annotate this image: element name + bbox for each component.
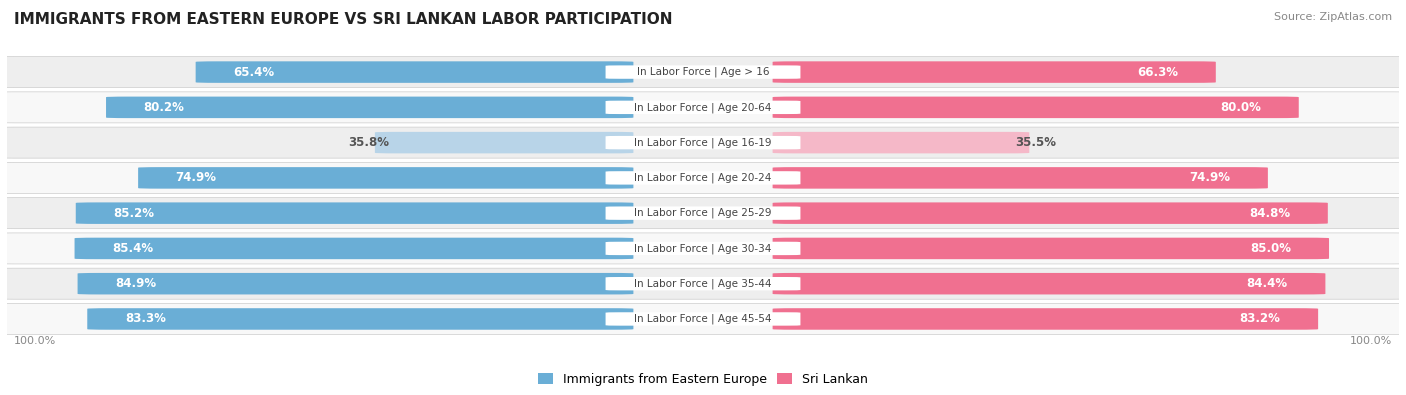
FancyBboxPatch shape bbox=[606, 136, 800, 149]
Text: 85.0%: 85.0% bbox=[1250, 242, 1292, 255]
Text: In Labor Force | Age 20-64: In Labor Force | Age 20-64 bbox=[634, 102, 772, 113]
Text: 84.4%: 84.4% bbox=[1247, 277, 1288, 290]
Text: In Labor Force | Age > 16: In Labor Force | Age > 16 bbox=[637, 67, 769, 77]
Text: 100.0%: 100.0% bbox=[1350, 336, 1392, 346]
FancyBboxPatch shape bbox=[606, 242, 800, 255]
FancyBboxPatch shape bbox=[606, 207, 800, 220]
FancyBboxPatch shape bbox=[105, 97, 633, 118]
Text: 80.2%: 80.2% bbox=[143, 101, 184, 114]
FancyBboxPatch shape bbox=[772, 202, 1327, 224]
Legend: Immigrants from Eastern Europe, Sri Lankan: Immigrants from Eastern Europe, Sri Lank… bbox=[533, 368, 873, 391]
FancyBboxPatch shape bbox=[606, 66, 800, 79]
FancyBboxPatch shape bbox=[77, 273, 633, 294]
FancyBboxPatch shape bbox=[772, 238, 1329, 259]
FancyBboxPatch shape bbox=[195, 61, 633, 83]
FancyBboxPatch shape bbox=[75, 238, 633, 259]
Text: 35.8%: 35.8% bbox=[347, 136, 389, 149]
Text: 80.0%: 80.0% bbox=[1220, 101, 1261, 114]
Text: In Labor Force | Age 16-19: In Labor Force | Age 16-19 bbox=[634, 137, 772, 148]
Text: 84.8%: 84.8% bbox=[1249, 207, 1291, 220]
Text: 74.9%: 74.9% bbox=[176, 171, 217, 184]
Text: Source: ZipAtlas.com: Source: ZipAtlas.com bbox=[1274, 12, 1392, 22]
FancyBboxPatch shape bbox=[0, 268, 1406, 299]
Text: 83.3%: 83.3% bbox=[125, 312, 166, 325]
FancyBboxPatch shape bbox=[772, 273, 1326, 294]
FancyBboxPatch shape bbox=[606, 312, 800, 325]
FancyBboxPatch shape bbox=[375, 132, 633, 153]
Text: 84.9%: 84.9% bbox=[115, 277, 156, 290]
FancyBboxPatch shape bbox=[0, 162, 1406, 194]
Text: 74.9%: 74.9% bbox=[1189, 171, 1230, 184]
Text: In Labor Force | Age 45-54: In Labor Force | Age 45-54 bbox=[634, 314, 772, 324]
FancyBboxPatch shape bbox=[606, 101, 800, 114]
Text: 85.4%: 85.4% bbox=[112, 242, 153, 255]
Text: 35.5%: 35.5% bbox=[1015, 136, 1056, 149]
FancyBboxPatch shape bbox=[0, 127, 1406, 158]
Text: In Labor Force | Age 25-29: In Labor Force | Age 25-29 bbox=[634, 208, 772, 218]
Text: 85.2%: 85.2% bbox=[114, 207, 155, 220]
FancyBboxPatch shape bbox=[0, 92, 1406, 123]
Text: 100.0%: 100.0% bbox=[14, 336, 56, 346]
Text: In Labor Force | Age 20-24: In Labor Force | Age 20-24 bbox=[634, 173, 772, 183]
FancyBboxPatch shape bbox=[138, 167, 633, 189]
FancyBboxPatch shape bbox=[0, 198, 1406, 229]
FancyBboxPatch shape bbox=[76, 202, 633, 224]
Text: 65.4%: 65.4% bbox=[233, 66, 274, 79]
Text: 83.2%: 83.2% bbox=[1240, 312, 1281, 325]
FancyBboxPatch shape bbox=[772, 97, 1299, 118]
FancyBboxPatch shape bbox=[87, 308, 633, 330]
FancyBboxPatch shape bbox=[0, 56, 1406, 88]
FancyBboxPatch shape bbox=[0, 303, 1406, 335]
FancyBboxPatch shape bbox=[772, 308, 1319, 330]
FancyBboxPatch shape bbox=[0, 233, 1406, 264]
FancyBboxPatch shape bbox=[606, 171, 800, 184]
FancyBboxPatch shape bbox=[606, 277, 800, 290]
Text: In Labor Force | Age 35-44: In Labor Force | Age 35-44 bbox=[634, 278, 772, 289]
Text: IMMIGRANTS FROM EASTERN EUROPE VS SRI LANKAN LABOR PARTICIPATION: IMMIGRANTS FROM EASTERN EUROPE VS SRI LA… bbox=[14, 12, 672, 27]
FancyBboxPatch shape bbox=[772, 132, 1029, 153]
Text: In Labor Force | Age 30-34: In Labor Force | Age 30-34 bbox=[634, 243, 772, 254]
Text: 66.3%: 66.3% bbox=[1137, 66, 1178, 79]
FancyBboxPatch shape bbox=[772, 61, 1216, 83]
FancyBboxPatch shape bbox=[772, 167, 1268, 189]
